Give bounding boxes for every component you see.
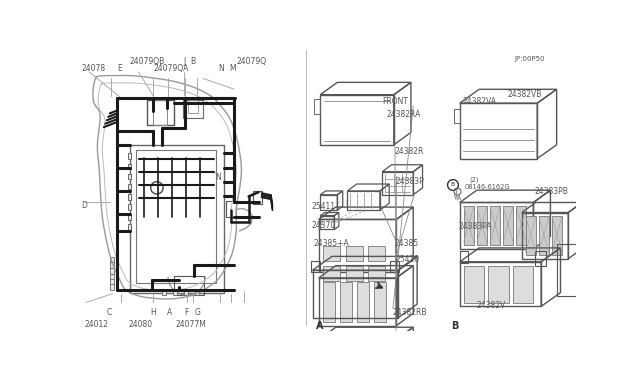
Text: 24079QB: 24079QB (129, 57, 165, 66)
Bar (110, 279, 114, 285)
Text: 24385: 24385 (394, 239, 419, 248)
Bar (110, 274, 114, 280)
Bar (460, 251, 467, 263)
Text: J: J (183, 57, 186, 66)
Text: B: B (190, 57, 195, 66)
Text: FRONT: FRONT (383, 97, 408, 106)
Text: 24383PA: 24383PA (458, 222, 492, 231)
Bar (503, 206, 513, 245)
Bar (513, 266, 533, 302)
Text: B: B (451, 183, 455, 187)
Bar (463, 206, 474, 245)
Bar (227, 201, 236, 217)
Bar (314, 99, 320, 114)
Text: (2): (2) (469, 176, 479, 183)
Bar (147, 100, 174, 125)
Bar (323, 266, 340, 281)
Text: M: M (229, 64, 236, 73)
Bar (488, 266, 509, 302)
Bar (535, 251, 546, 266)
Bar (253, 191, 262, 203)
Bar (368, 246, 385, 261)
Bar (173, 289, 177, 295)
Text: D: D (81, 201, 88, 210)
Text: N: N (215, 173, 221, 182)
Text: C: C (106, 308, 111, 317)
Text: 24383PB: 24383PB (534, 187, 568, 196)
Bar (127, 173, 131, 179)
Bar (110, 257, 114, 263)
Bar (127, 193, 131, 199)
Bar (136, 150, 216, 283)
Text: 24382RB: 24382RB (392, 308, 427, 317)
Text: 25410: 25410 (396, 255, 420, 264)
Bar (127, 203, 131, 209)
Bar (154, 100, 167, 125)
Bar (127, 214, 131, 219)
Bar (369, 343, 388, 372)
Bar (110, 268, 114, 274)
Bar (323, 282, 335, 322)
Text: 25411: 25411 (311, 202, 335, 211)
Text: 24370: 24370 (311, 221, 335, 230)
Text: 24382RA: 24382RA (386, 110, 420, 119)
Bar (127, 183, 131, 189)
Bar (525, 217, 536, 255)
Bar (477, 206, 487, 245)
Bar (127, 164, 131, 169)
Text: 24382R: 24382R (394, 147, 424, 156)
Bar (557, 244, 580, 296)
Bar (195, 289, 199, 295)
Text: 24077M: 24077M (175, 320, 206, 329)
Bar (516, 206, 527, 245)
Bar (162, 289, 166, 295)
Bar (183, 100, 203, 118)
Text: A: A (316, 321, 324, 331)
Bar (374, 282, 386, 322)
Bar (346, 343, 364, 372)
Text: H: H (150, 308, 156, 317)
Bar (463, 266, 484, 302)
Bar (323, 246, 340, 261)
Bar (127, 154, 131, 159)
Bar (346, 266, 363, 281)
Text: N: N (218, 64, 223, 73)
Bar (346, 246, 363, 261)
Text: 24080: 24080 (129, 320, 153, 329)
Text: JP:00P50: JP:00P50 (514, 55, 545, 61)
Text: E: E (117, 64, 122, 73)
Text: 24383P: 24383P (396, 177, 425, 186)
Text: 24382V: 24382V (477, 301, 506, 310)
Text: 24012: 24012 (85, 320, 109, 329)
Bar (454, 109, 460, 123)
Bar (490, 206, 500, 245)
Text: 24385+A: 24385+A (313, 239, 349, 248)
Bar (188, 100, 198, 113)
Bar (552, 217, 562, 255)
Bar (174, 276, 204, 295)
Text: 24079Q: 24079Q (236, 57, 266, 66)
Bar (110, 262, 114, 268)
Bar (356, 282, 369, 322)
Bar (110, 284, 114, 290)
Bar (340, 282, 352, 322)
Text: G: G (195, 308, 201, 317)
Text: F: F (184, 308, 189, 317)
Text: 24382VA: 24382VA (463, 97, 497, 106)
Text: 24078: 24078 (81, 64, 106, 73)
Bar (539, 217, 549, 255)
Bar (311, 261, 320, 272)
Text: 24382VB: 24382VB (508, 90, 542, 99)
Bar (129, 145, 224, 293)
Bar (127, 224, 131, 230)
Text: A: A (167, 308, 172, 317)
Bar (368, 266, 385, 281)
Bar (390, 261, 399, 272)
Bar (184, 289, 188, 295)
Text: 08146-6162G: 08146-6162G (465, 185, 510, 190)
Text: 24079QA: 24079QA (154, 64, 189, 73)
Text: B: B (451, 321, 458, 331)
Bar (323, 343, 341, 372)
